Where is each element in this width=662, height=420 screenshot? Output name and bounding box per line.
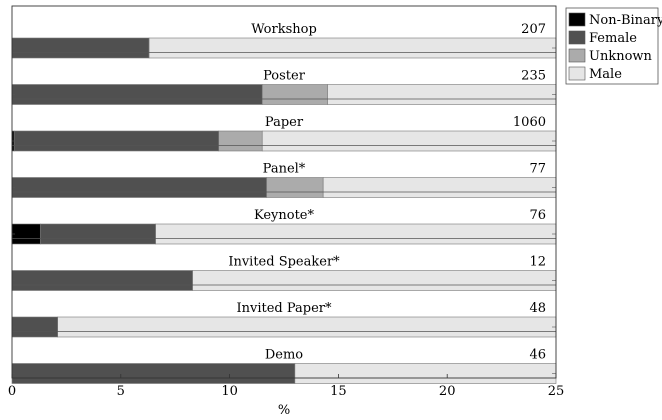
legend-item: Female bbox=[568, 30, 637, 46]
bar-segment-unknown bbox=[218, 130, 263, 152]
x-tick-label: 10 bbox=[221, 384, 238, 399]
category-label: Poster bbox=[263, 69, 306, 84]
bar-segment-female bbox=[11, 270, 193, 291]
legend-swatch bbox=[568, 12, 586, 27]
category-group: Demo 46 bbox=[11, 331, 557, 384]
count-label: 48 bbox=[529, 301, 546, 316]
bar-segment-female bbox=[11, 37, 150, 59]
x-tick-label: 20 bbox=[439, 384, 456, 399]
legend-item: Male bbox=[568, 66, 622, 82]
count-label: 46 bbox=[529, 348, 546, 363]
x-axis-label: % bbox=[278, 403, 290, 418]
bar-segment-female bbox=[11, 177, 267, 198]
bar-segment-female bbox=[13, 130, 220, 152]
count-label: 235 bbox=[521, 69, 546, 84]
legend-swatch bbox=[568, 30, 586, 45]
bar-segment-male bbox=[327, 84, 557, 105]
bar-segment-unknown bbox=[266, 177, 324, 198]
category-group: Keynote* 76 bbox=[11, 191, 557, 245]
bar-segment-male bbox=[261, 130, 557, 152]
count-label: 77 bbox=[529, 162, 546, 177]
plot-area: Workshop 207 Poster 235 Paper 1060 Panel* 77 Key… bbox=[11, 5, 557, 384]
category-label: Invited Paper* bbox=[236, 301, 332, 316]
bar-segment-female bbox=[11, 316, 58, 338]
x-tick-label: 25 bbox=[548, 384, 565, 399]
bar-segment-male bbox=[294, 363, 557, 384]
category-group: Poster 235 bbox=[11, 52, 557, 105]
legend-label: Non-Binary bbox=[589, 13, 662, 28]
bar-segment-female bbox=[11, 84, 263, 105]
bar-segment-unknown bbox=[261, 84, 328, 105]
category-group: Paper 1060 bbox=[11, 98, 557, 152]
category-group: Invited Speaker* 12 bbox=[11, 238, 557, 291]
count-label: 1060 bbox=[513, 115, 546, 130]
category-label: Invited Speaker* bbox=[228, 255, 340, 270]
bar-segment-non-binary bbox=[11, 223, 41, 245]
bar-segment-male bbox=[148, 37, 557, 59]
bar-segment-female bbox=[11, 363, 296, 384]
legend-swatch bbox=[568, 66, 586, 81]
legend-label: Male bbox=[589, 67, 622, 82]
legend: Non-Binary Female Unknown Male bbox=[565, 7, 662, 85]
x-tick-label: 5 bbox=[117, 384, 125, 399]
count-label: 207 bbox=[521, 22, 546, 37]
legend-swatch bbox=[568, 48, 586, 63]
bar-segment-male bbox=[155, 223, 557, 245]
category-group: Invited Paper* 48 bbox=[11, 284, 557, 338]
category-label: Keynote* bbox=[254, 208, 315, 223]
x-tick-label: 15 bbox=[330, 384, 347, 399]
x-tick-label: 0 bbox=[8, 384, 16, 399]
category-label: Demo bbox=[265, 348, 303, 363]
bar-segment-male bbox=[57, 316, 557, 338]
legend-item: Non-Binary bbox=[568, 12, 662, 28]
category-label: Workshop bbox=[251, 22, 317, 37]
legend-label: Unknown bbox=[589, 49, 653, 64]
bar-segment-male bbox=[192, 270, 557, 291]
plot-frame bbox=[11, 5, 557, 379]
category-label: Paper bbox=[265, 115, 304, 130]
x-axis: 0 5 10 15 20 25 bbox=[8, 374, 564, 399]
bar-segment-male bbox=[322, 177, 557, 198]
legend-item: Unknown bbox=[568, 48, 653, 64]
count-label: 12 bbox=[529, 255, 546, 270]
count-label: 76 bbox=[529, 208, 546, 223]
category-label: Panel* bbox=[263, 162, 306, 177]
bar-segment-female bbox=[39, 223, 156, 245]
category-group: Panel* 77 bbox=[11, 145, 557, 198]
legend-label: Female bbox=[589, 31, 637, 46]
